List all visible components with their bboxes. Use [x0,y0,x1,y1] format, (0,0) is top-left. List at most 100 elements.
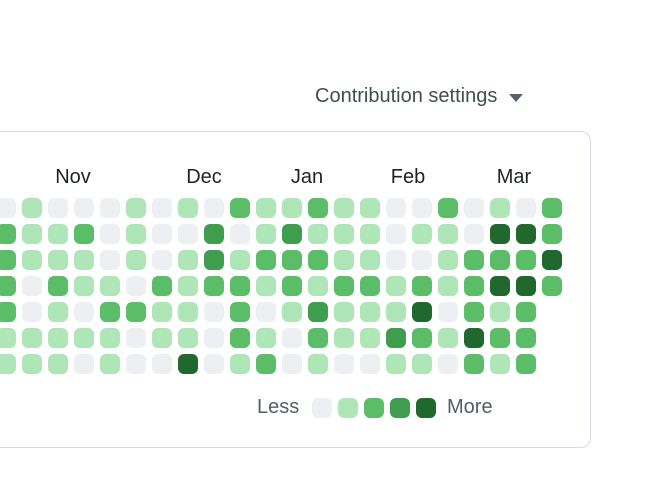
contribution-cell[interactable] [178,198,198,218]
contribution-cell[interactable] [0,328,16,348]
contribution-cell[interactable] [204,302,224,322]
contribution-cell[interactable] [308,354,328,374]
contribution-cell[interactable] [100,224,120,244]
contribution-cell[interactable] [438,354,458,374]
contribution-cell[interactable] [490,224,510,244]
contribution-cell[interactable] [282,302,302,322]
contribution-cell[interactable] [256,198,276,218]
contribution-cell[interactable] [386,302,406,322]
contribution-cell[interactable] [126,198,146,218]
contribution-cell[interactable] [126,354,146,374]
contribution-cell[interactable] [334,198,354,218]
contribution-cell[interactable] [204,354,224,374]
contribution-cell[interactable] [516,328,536,348]
contribution-cell[interactable] [22,250,42,270]
contribution-cell[interactable] [256,224,276,244]
contribution-cell[interactable] [100,302,120,322]
contribution-cell[interactable] [152,302,172,322]
contribution-cell[interactable] [256,302,276,322]
contribution-cell[interactable] [126,302,146,322]
contribution-cell[interactable] [360,328,380,348]
contribution-cell[interactable] [360,198,380,218]
contribution-cell[interactable] [48,250,68,270]
contribution-cell[interactable] [412,302,432,322]
contribution-cell[interactable] [308,198,328,218]
contribution-cell[interactable] [178,302,198,322]
contribution-cell[interactable] [126,276,146,296]
contribution-cell[interactable] [334,276,354,296]
contribution-cell[interactable] [0,198,16,218]
contribution-cell[interactable] [178,354,198,374]
contribution-cell[interactable] [100,250,120,270]
contribution-cell[interactable] [256,250,276,270]
contribution-cell[interactable] [334,302,354,322]
contribution-cell[interactable] [360,224,380,244]
contribution-cell[interactable] [74,198,94,218]
contribution-cell[interactable] [360,276,380,296]
contribution-cell[interactable] [48,224,68,244]
contribution-cell[interactable] [282,276,302,296]
contribution-cell[interactable] [542,224,562,244]
contribution-cell[interactable] [412,250,432,270]
contribution-cell[interactable] [490,250,510,270]
contribution-cell[interactable] [48,302,68,322]
contribution-cell[interactable] [360,302,380,322]
contribution-cell[interactable] [204,224,224,244]
contribution-cell[interactable] [256,328,276,348]
contribution-cell[interactable] [490,198,510,218]
contribution-cell[interactable] [22,224,42,244]
contribution-cell[interactable] [282,250,302,270]
contribution-cell[interactable] [74,302,94,322]
contribution-cell[interactable] [204,276,224,296]
contribution-cell[interactable] [0,276,16,296]
contribution-cell[interactable] [22,198,42,218]
contribution-cell[interactable] [230,328,250,348]
contribution-cell[interactable] [490,302,510,322]
contribution-cell[interactable] [490,354,510,374]
contribution-cell[interactable] [152,354,172,374]
contribution-cell[interactable] [48,328,68,348]
contribution-cell[interactable] [438,224,458,244]
contribution-cell[interactable] [542,198,562,218]
contribution-cell[interactable] [74,250,94,270]
contribution-cell[interactable] [152,250,172,270]
contribution-cell[interactable] [204,328,224,348]
contribution-cell[interactable] [464,302,484,322]
contribution-cell[interactable] [360,354,380,374]
contribution-cell[interactable] [152,224,172,244]
contribution-cell[interactable] [256,276,276,296]
contribution-cell[interactable] [516,250,536,270]
contribution-cell[interactable] [204,198,224,218]
contribution-cell[interactable] [308,328,328,348]
contribution-cell[interactable] [438,276,458,296]
contribution-cell[interactable] [100,276,120,296]
contribution-cell[interactable] [490,276,510,296]
contribution-cell[interactable] [74,354,94,374]
contribution-cell[interactable] [438,250,458,270]
contribution-cell[interactable] [74,328,94,348]
contribution-cell[interactable] [334,250,354,270]
contribution-cell[interactable] [178,328,198,348]
contribution-cell[interactable] [282,198,302,218]
contribution-cell[interactable] [282,354,302,374]
contribution-cell[interactable] [516,302,536,322]
contribution-cell[interactable] [516,354,536,374]
contribution-cell[interactable] [438,198,458,218]
contribution-cell[interactable] [334,224,354,244]
contribution-cell[interactable] [0,354,16,374]
contribution-cell[interactable] [100,198,120,218]
contribution-cell[interactable] [516,224,536,244]
contribution-cell[interactable] [152,276,172,296]
contribution-cell[interactable] [178,250,198,270]
contribution-cell[interactable] [74,276,94,296]
contribution-cell[interactable] [230,250,250,270]
contribution-cell[interactable] [516,276,536,296]
contribution-cell[interactable] [152,198,172,218]
contribution-cell[interactable] [464,328,484,348]
contribution-cell[interactable] [542,276,562,296]
contribution-cell[interactable] [0,224,16,244]
contribution-cell[interactable] [230,276,250,296]
contribution-cell[interactable] [22,354,42,374]
contribution-cell[interactable] [438,328,458,348]
contribution-cell[interactable] [412,328,432,348]
